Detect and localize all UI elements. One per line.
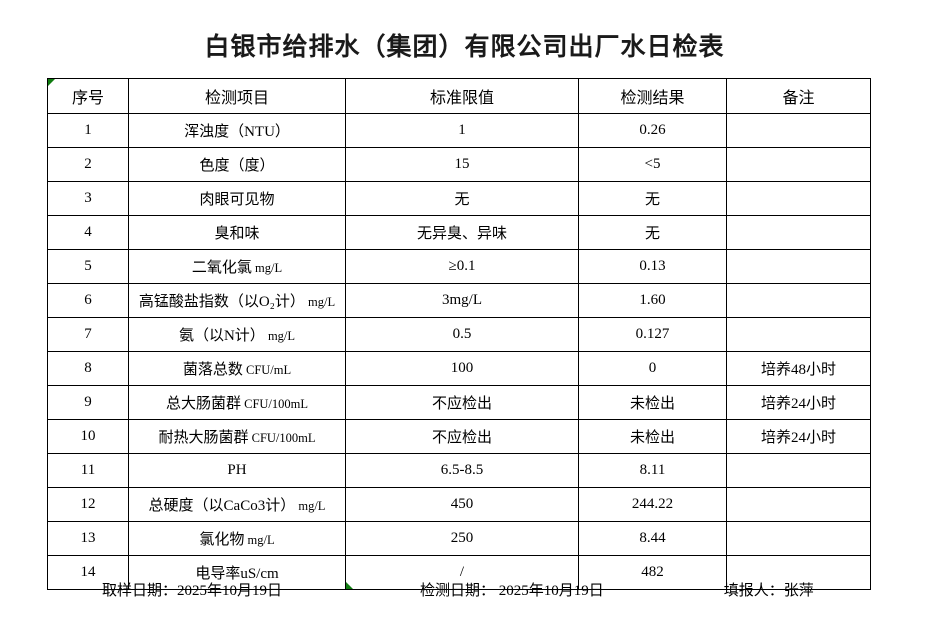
- table-row: 4 臭和味 无异臭、异味无: [47, 215, 871, 250]
- cell-sequence-number: 7: [47, 317, 129, 352]
- cell-test-item: 二氧化氯 mg/L: [128, 249, 346, 284]
- table-row: 7 氨（以N计） mg/L 0.5 0.127: [47, 317, 871, 352]
- table-row: 12 总硬度（以CaCo3计） mg/L 450 244.22: [47, 487, 871, 522]
- cell-sequence-number: 13: [47, 521, 129, 556]
- cell-standard-limit: 250: [345, 521, 579, 556]
- table-row: 14 电导率uS/cm/482: [47, 555, 871, 590]
- table-header-row: 序号 检测项目 标准限值 检测结果 备注: [47, 78, 871, 114]
- cell-standard-limit: 100: [345, 351, 579, 386]
- footer-test-date: 检测日期： 2025年10月19日: [420, 582, 604, 599]
- cell-test-item: 浑浊度（NTU）: [128, 113, 346, 148]
- cell-standard-limit: 3mg/L: [345, 283, 579, 318]
- table-row: 13 氯化物 mg/L 250 8.44: [47, 521, 871, 556]
- cell-standard-limit: 15: [345, 147, 579, 182]
- cell-remark: [726, 521, 871, 556]
- table-row: 10 耐热大肠菌群 CFU/100mL 不应检出 未检出 培养24小时: [47, 419, 871, 454]
- cell-test-item: 菌落总数 CFU/mL: [128, 351, 346, 386]
- cell-sequence-number: 11: [47, 453, 129, 488]
- cell-sequence-number: 9: [47, 385, 129, 420]
- cell-remark: [726, 317, 871, 352]
- cell-remark: [726, 215, 871, 250]
- cell-test-result: 无: [578, 215, 727, 250]
- cell-test-result: 无: [578, 181, 727, 216]
- table-row: 1 浑浊度（NTU） 1 0.26: [47, 113, 871, 148]
- cell-test-result: 0.127: [578, 317, 727, 352]
- cell-remark: [726, 453, 871, 488]
- cell-remark: [726, 147, 871, 182]
- cell-standard-limit: 1: [345, 113, 579, 148]
- cell-remark: [726, 283, 871, 318]
- cell-standard-limit: 无异臭、异味: [345, 215, 579, 250]
- cell-test-result: <5: [578, 147, 727, 182]
- column-header-no: 序号: [47, 78, 129, 114]
- cell-standard-limit: 不应检出: [345, 419, 579, 454]
- cell-test-item: 氯化物 mg/L: [128, 521, 346, 556]
- cell-remark: [726, 181, 871, 216]
- table-row: 11 PH 6.5-8.5 8.11: [47, 453, 871, 488]
- cell-test-result: 1.60: [578, 283, 727, 318]
- cell-sequence-number: 10: [47, 419, 129, 454]
- column-header-note: 备注: [726, 78, 871, 114]
- cell-remark: [726, 249, 871, 284]
- cell-test-result: 0.13: [578, 249, 727, 284]
- cell-sequence-number: 4: [47, 215, 129, 250]
- cell-sequence-number: 2: [47, 147, 129, 182]
- cell-remark: 培养48小时: [726, 351, 871, 386]
- footer-sample-date: 取样日期：2025年10月19日: [102, 582, 283, 599]
- cell-standard-limit: 不应检出: [345, 385, 579, 420]
- cell-standard-limit: 0.5: [345, 317, 579, 352]
- report-footer: 取样日期：2025年10月19日 检测日期： 2025年10月19日 填报人：张…: [47, 575, 870, 603]
- cell-sequence-number: 1: [47, 113, 129, 148]
- cell-sequence-number: 6: [47, 283, 129, 318]
- table-row: 3 肉眼可见物无无: [47, 181, 871, 216]
- column-header-result: 检测结果: [578, 78, 727, 114]
- report-table-container: 序号 检测项目 标准限值 检测结果 备注 1 浑浊度（NTU） 1 0.26 2 色度（度…: [47, 78, 871, 590]
- cell-standard-limit: 450: [345, 487, 579, 522]
- footer-reporter: 填报人：张萍: [723, 582, 814, 599]
- cell-test-item: 耐热大肠菌群 CFU/100mL: [128, 419, 346, 454]
- column-header-item: 检测项目: [128, 78, 346, 114]
- cell-test-item: 高锰酸盐指数（以O₂计） mg/L: [128, 283, 346, 318]
- cell-test-result: 0.26: [578, 113, 727, 148]
- cell-test-item: 总大肠菌群 CFU/100mL: [128, 385, 346, 420]
- water-quality-table: 序号 检测项目 标准限值 检测结果 备注 1 浑浊度（NTU） 1 0.26 2 色度（度…: [47, 78, 871, 590]
- cell-test-item: 电导率uS/cm: [128, 555, 346, 590]
- cell-sequence-number: 12: [47, 487, 129, 522]
- cell-test-item: 臭和味: [128, 215, 346, 250]
- cell-remark: [726, 487, 871, 522]
- cell-sequence-number: 8: [47, 351, 129, 386]
- table-row: 8 菌落总数 CFU/mL 100 0 培养48小时: [47, 351, 871, 386]
- cell-test-result: 8.11: [578, 453, 727, 488]
- page-title: 白银市给排水（集团）有限公司出厂水日检表: [204, 34, 725, 61]
- cell-standard-limit: /: [345, 555, 579, 590]
- cell-test-item: 氨（以N计） mg/L: [128, 317, 346, 352]
- cell-remark: 培养24小时: [726, 419, 871, 454]
- table-body: 1 浑浊度（NTU） 1 0.26 2 色度（度） 15 <5 3 肉眼可见物无无 4 臭和味 无异臭、…: [47, 113, 871, 590]
- cell-sequence-number: 5: [47, 249, 129, 284]
- cell-test-result: 244.22: [578, 487, 727, 522]
- cell-test-item: 肉眼可见物: [128, 181, 346, 216]
- cell-test-result: 未检出: [578, 419, 727, 454]
- cell-standard-limit: 6.5-8.5: [345, 453, 579, 488]
- table-row: 2 色度（度） 15 <5: [47, 147, 871, 182]
- cell-sequence-number: 14: [47, 555, 129, 590]
- table-row: 5 二氧化氯 mg/L ≥0.1 0.13: [47, 249, 871, 284]
- cell-test-result: 8.44: [578, 521, 727, 556]
- cell-standard-limit: 无: [345, 181, 579, 216]
- cell-remark: [726, 113, 871, 148]
- cell-test-result: 0: [578, 351, 727, 386]
- column-header-std: 标准限值: [345, 78, 579, 114]
- cell-remark: 培养24小时: [726, 385, 871, 420]
- cell-sequence-number: 3: [47, 181, 129, 216]
- cell-standard-limit: ≥0.1: [345, 249, 579, 284]
- cell-test-result: 未检出: [578, 385, 727, 420]
- cell-test-result: 482: [578, 555, 727, 590]
- table-row: 6 高锰酸盐指数（以O₂计） mg/L 3mg/L 1.60: [47, 283, 871, 318]
- cell-test-item: 总硬度（以CaCo3计） mg/L: [128, 487, 346, 522]
- table-row: 9 总大肠菌群 CFU/100mL 不应检出 未检出 培养24小时: [47, 385, 871, 420]
- cell-test-item: PH: [128, 453, 346, 488]
- cell-test-item: 色度（度）: [128, 147, 346, 182]
- cell-remark: [726, 555, 871, 590]
